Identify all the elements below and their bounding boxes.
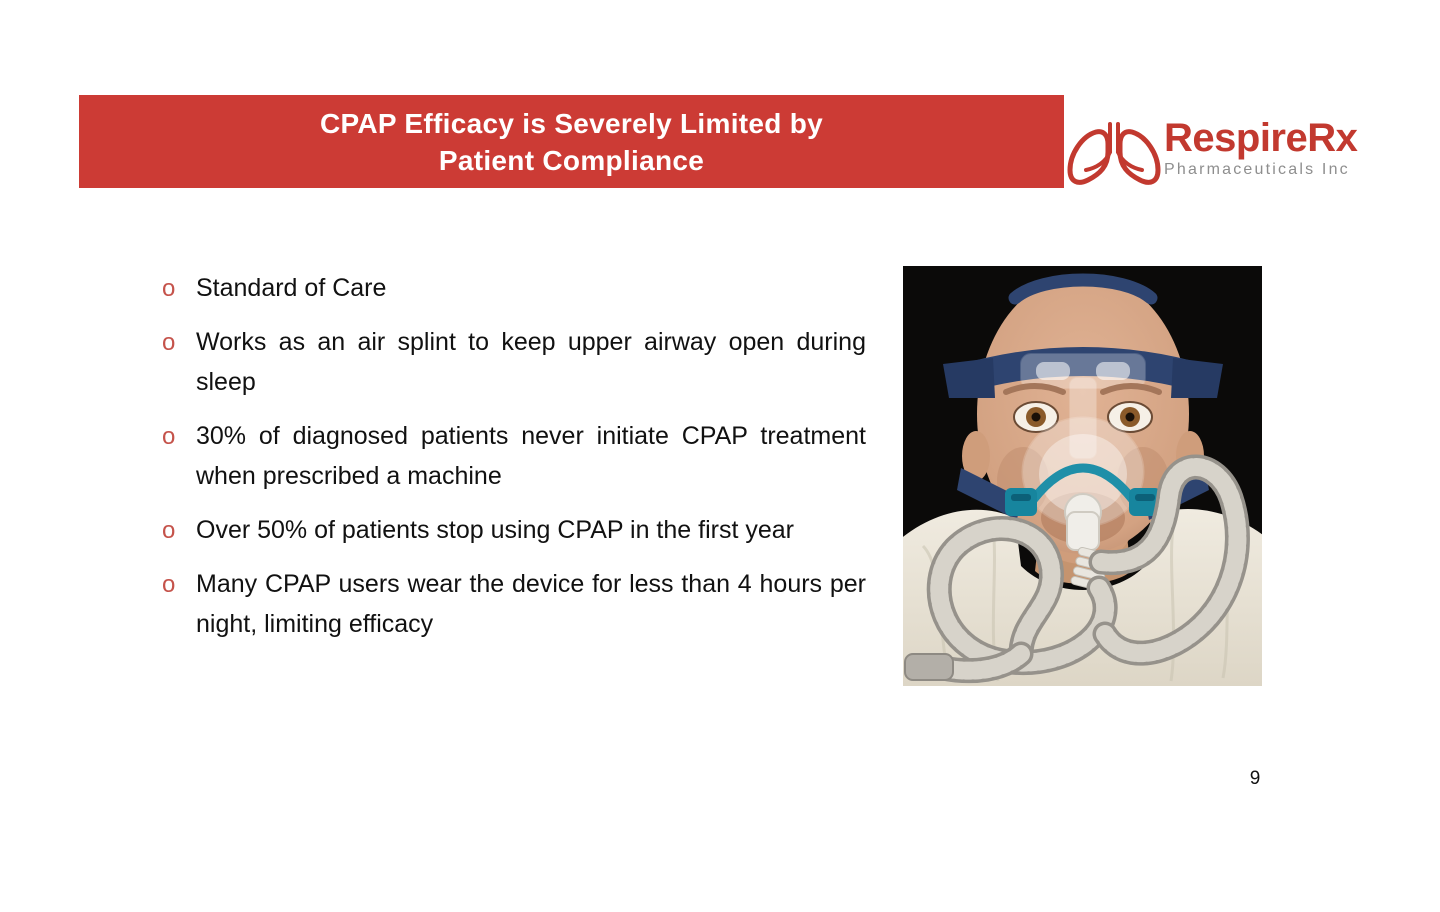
bullet-text: Over 50% of patients stop using CPAP in … (196, 516, 794, 544)
bullet-marker: o (162, 423, 176, 450)
bullet-marker: o (162, 517, 176, 544)
bullet-text: 30% of diagnosed patients never initiate… (196, 422, 866, 490)
bullet-item: o Over 50% of patients stop using CPAP i… (160, 510, 866, 550)
bullet-text: Many CPAP users wear the device for less… (196, 570, 866, 638)
slide-title-line1: CPAP Efficacy is Severely Limited by (319, 107, 824, 139)
slide-title-line2: Patient Compliance (438, 144, 705, 176)
bullet-text: Works as an air splint to keep upper air… (196, 328, 866, 396)
bullet-item: o Works as an air splint to keep upper a… (160, 322, 866, 402)
bullet-marker: o (162, 571, 176, 598)
company-logo: RespireRx Pharmaceuticals Inc (1066, 116, 1358, 204)
bullet-item: o Standard of Care (160, 268, 866, 308)
cpap-patient-photo (903, 266, 1262, 686)
cpap-hose (904, 454, 1250, 684)
logo-company-name: RespireRx (1164, 116, 1358, 160)
bullet-list: o Standard of Care o Works as an air spl… (160, 268, 866, 658)
page-number: 9 (1249, 768, 1261, 789)
bullet-marker: o (162, 329, 176, 356)
logo-company-subtitle: Pharmaceuticals Inc (1164, 161, 1350, 178)
bullet-text: Standard of Care (196, 274, 387, 302)
bullet-marker: o (162, 275, 176, 302)
bullet-item: o Many CPAP users wear the device for le… (160, 564, 866, 644)
bullet-item: o 30% of diagnosed patients never initia… (160, 416, 866, 496)
lungs-icon (1067, 122, 1161, 185)
logo-text-block: RespireRx Pharmaceuticals Inc (1164, 116, 1358, 179)
cpap-patient-illustration (903, 266, 1262, 686)
title-banner: CPAP Efficacy is Severely Limited by Pat… (79, 95, 1064, 188)
